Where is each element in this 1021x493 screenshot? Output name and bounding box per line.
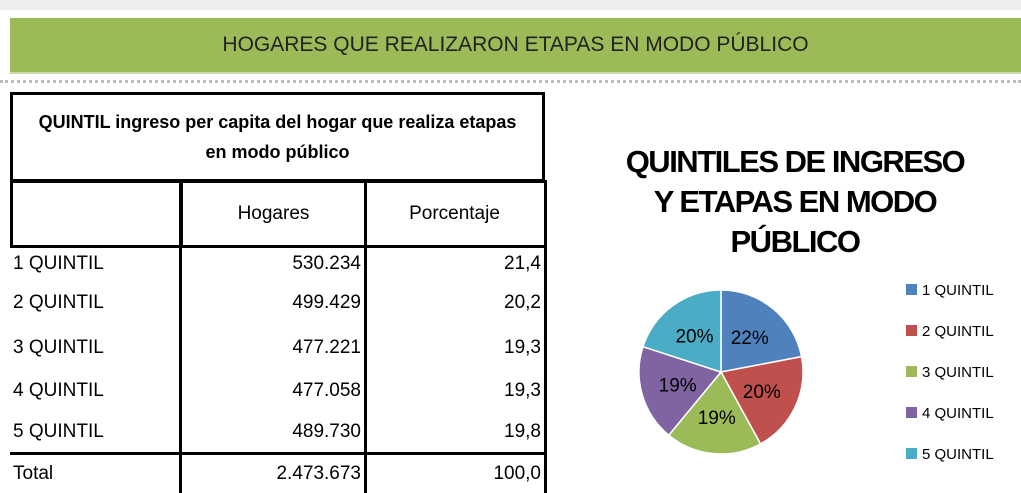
number-cell: 19,3 <box>365 326 547 370</box>
pie-slice <box>720 289 803 373</box>
data-label: 20% <box>743 382 781 403</box>
pie-slice <box>642 289 722 374</box>
number-cell: 19,8 <box>365 412 547 452</box>
row-label: 1 QUINTIL <box>10 248 182 280</box>
toolbar-band <box>0 0 1021 10</box>
number-cell: 19,3 <box>365 370 547 412</box>
row-label: 3 QUINTIL <box>10 326 182 370</box>
chart-title: PÚBLICO <box>731 223 860 259</box>
total-label: Total <box>10 452 182 493</box>
chart-title: Y ETAPAS EN MODO <box>654 184 937 219</box>
legend-swatch <box>906 366 917 377</box>
header-cell <box>10 180 182 248</box>
pie-slice <box>719 355 804 445</box>
chart: QUINTILES DE INGRESO Y ETAPAS EN MODO PÚBL… <box>626 144 994 463</box>
data-label: 19% <box>698 408 736 429</box>
number-cell: 499.429 <box>180 280 367 326</box>
number-cell: 530.234 <box>180 248 367 280</box>
legend-label: 1 QUINTIL <box>922 282 994 299</box>
number-cell: 21,4 <box>365 248 547 280</box>
header-title: HOGARES QUE REALIZARON ETAPAS EN MODO PÚ… <box>222 33 809 56</box>
table-title: QUINTIL ingreso per capita del hogar que… <box>10 92 545 182</box>
separator <box>0 80 1021 83</box>
legend-label: 2 QUINTIL <box>922 323 994 340</box>
legend-swatch <box>906 448 917 459</box>
pie-slice <box>667 370 762 455</box>
number-cell: 477.221 <box>180 326 367 370</box>
chart-title: QUINTILES DE INGRESO <box>626 144 965 179</box>
legend-label: 5 QUINTIL <box>922 446 994 463</box>
data-label: 20% <box>675 327 713 348</box>
number-cell: 20,2 <box>365 280 547 326</box>
number-cell: 477.058 <box>180 370 367 412</box>
row-label: 5 QUINTIL <box>10 412 182 452</box>
legend-label: 4 QUINTIL <box>922 405 994 422</box>
data-label: 19% <box>659 376 697 397</box>
legend-swatch <box>906 325 917 336</box>
total-number: 2.473.673 <box>180 452 367 493</box>
legend-swatch <box>906 284 917 295</box>
total-number: 100,0 <box>365 452 547 493</box>
row-label: 4 QUINTIL <box>10 370 182 412</box>
legend-swatch <box>906 407 917 418</box>
legend-label: 3 QUINTIL <box>922 364 994 381</box>
column-header: Porcentaje <box>365 180 547 248</box>
data-label: 22% <box>731 328 769 349</box>
pie-slice <box>638 345 723 437</box>
row-label: 2 QUINTIL <box>10 280 182 326</box>
table: QUINTIL ingreso per capita del hogar que… <box>10 92 550 493</box>
number-cell: 489.730 <box>180 412 367 452</box>
header: HOGARES QUE REALIZARON ETAPAS EN MODO PÚ… <box>10 18 1021 74</box>
column-header: Hogares <box>180 180 367 248</box>
